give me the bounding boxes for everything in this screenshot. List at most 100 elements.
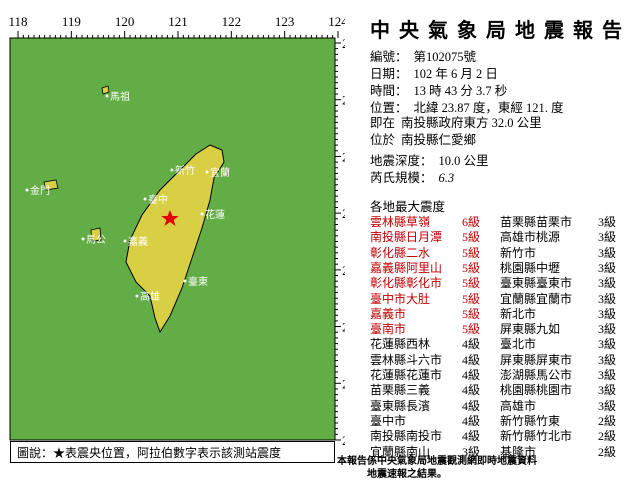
station-intensity: 6級: [462, 215, 481, 229]
intensity-row: 彰化縣二水 5級 新竹市 3級: [370, 244, 640, 260]
intensity-row: 雲林縣斗六市 4級 屏東縣屏東市 3級: [370, 351, 640, 367]
station-name: 臺東縣臺東市: [500, 276, 573, 291]
station-intensity: 4級: [462, 383, 481, 398]
station-name: 桃園縣桃園市: [500, 383, 573, 398]
station-intensity: 3級: [598, 215, 617, 229]
intensity-row: 南投縣南投市 4級 新竹縣竹北市 2級: [370, 427, 640, 444]
intensity-row: 雲林縣草嶺 6級 苗栗縣苗栗市 3級: [370, 213, 640, 229]
intensity-row: 苗栗縣三義 4級 桃園縣桃園市 3級: [370, 381, 640, 398]
place-label: 高雄: [140, 290, 160, 303]
place-label: 嘉義: [128, 235, 148, 248]
intensity-row: 臺南市 5級 屏東縣九如 3級: [370, 320, 640, 337]
station-intensity: 3級: [598, 230, 617, 245]
field-label: 即在: [370, 116, 396, 130]
station-name: 彰化縣彰化市: [370, 276, 443, 291]
place-dot: [205, 170, 209, 174]
report-field: 時間： 13 時 43 分 3.7 秒: [370, 80, 507, 99]
longitude-label: 118: [8, 14, 27, 29]
station-name: 基隆市: [500, 444, 537, 459]
intensity-row: 花蓮縣花蓮市 4級 澎湖縣馬公市 3級: [370, 366, 640, 382]
place-dot: [105, 94, 109, 98]
station-name: 雲林縣草嶺: [370, 215, 431, 229]
field-value: 6.3: [438, 171, 455, 185]
report-field: 位於 南投縣仁愛鄉: [370, 129, 476, 148]
station-intensity: 5級: [462, 291, 481, 306]
place-label: 臺中: [148, 193, 168, 206]
footer-line: 本報告係中央氣象局地震觀測網即時地震資料: [337, 456, 537, 467]
report-field: 芮氏規模： 6.3: [370, 167, 454, 186]
station-intensity: 3級: [598, 260, 617, 275]
field-value: 南投縣仁愛鄉: [401, 133, 477, 147]
station-name: 嘉義市: [370, 306, 407, 321]
place-label: 馬公: [86, 234, 106, 246]
station-name: 澎湖縣馬公市: [500, 368, 573, 382]
place-dot: [135, 294, 139, 298]
place-dot: [143, 197, 147, 201]
station-intensity: 5級: [462, 260, 481, 275]
station-intensity: 5級: [462, 245, 481, 260]
place-label: 臺東: [188, 275, 208, 288]
map: 118 119 120 121 122 123 124 27 26 25 24 23 22 21 20 馬祖金…: [8, 14, 345, 448]
matsu-island: [101, 85, 110, 95]
station-name: 高雄市: [500, 398, 537, 413]
penghu-island: [90, 227, 102, 242]
station-name: 桃園縣中壢: [500, 260, 561, 275]
station-name: 新竹縣竹北市: [500, 429, 573, 444]
station-intensity: 2級: [598, 413, 617, 428]
station-name: 嘉義縣阿里山: [370, 260, 443, 275]
field-value: 13 時 43 分 3.7 秒: [413, 84, 508, 98]
longitude-label: 124: [328, 14, 345, 29]
station-intensity: 5級: [462, 230, 481, 245]
field-label: 芮氏規模：: [370, 171, 433, 185]
field-value: 第102075號: [413, 50, 477, 64]
place-label: 馬祖: [110, 90, 130, 103]
report-panel: 中央氣象局地震報告 編號： 第102075號 日期： 102 年 6 月 2 日時間：…: [337, 0, 640, 480]
field-label: 位置：: [370, 101, 408, 115]
field-value: 北緯 23.87 度，東經 121. 度: [413, 101, 564, 115]
longitude-label: 122: [222, 14, 242, 29]
station-intensity: 3級: [598, 398, 617, 413]
report-field: 編號： 第102075號: [370, 46, 476, 65]
station-intensity: 3級: [598, 306, 617, 321]
place-dot: [123, 239, 127, 243]
station-intensity: 3級: [598, 337, 617, 352]
station-intensity: 4級: [462, 368, 481, 382]
station-name: 臺東縣長濱: [370, 398, 431, 413]
field-label: 位於: [370, 133, 396, 147]
station-intensity: 3級: [598, 368, 617, 382]
report-field: 即在 南投縣政府東方 32.0 公里: [370, 112, 542, 131]
kinmen-island: [43, 179, 59, 191]
latitude-label: 27: [342, 36, 345, 51]
station-intensity: 4級: [462, 413, 481, 428]
intensity-row: 嘉義市 5級 新北市 3級: [370, 305, 640, 321]
station-name: 彰化縣二水: [370, 245, 431, 260]
station-name: 新竹縣竹東: [500, 413, 561, 428]
station-name: 屏東縣九如: [500, 322, 561, 337]
field-label: 時間：: [370, 84, 408, 98]
taiwan-island: [125, 144, 225, 334]
field-value: 10.0 公里: [438, 154, 489, 168]
place-label: 金門: [30, 184, 50, 197]
intensity-row: 彰化縣彰化市 5級 臺東縣臺東市 3級: [370, 274, 640, 291]
place-dot: [170, 168, 174, 172]
station-name: 新竹市: [500, 245, 537, 260]
place-dot: [200, 212, 204, 216]
station-name: 宜蘭縣南山: [370, 444, 431, 459]
latitude-label: 20: [342, 433, 345, 448]
field-label: 編號：: [370, 50, 408, 64]
latitude-label: 24: [342, 206, 345, 221]
station-name: 高雄市桃源: [500, 230, 561, 245]
station-intensity: 3級: [598, 276, 617, 291]
station-intensity: 5級: [462, 322, 481, 337]
place-label: 宜蘭: [210, 166, 230, 179]
station-name: 南投縣日月潭: [370, 230, 443, 245]
footer-line: 地震速報之結果。: [367, 469, 447, 480]
latitude-label: 21: [342, 376, 345, 391]
intensity-row: 花蓮縣西林 4級 臺北市 3級: [370, 335, 640, 352]
station-intensity: 2級: [598, 429, 617, 444]
latitude-label: 23: [342, 263, 345, 278]
place-label: 花蓮: [205, 208, 225, 221]
station-name: 苗栗縣苗栗市: [500, 215, 573, 229]
station-name: 苗栗縣三義: [370, 383, 431, 398]
